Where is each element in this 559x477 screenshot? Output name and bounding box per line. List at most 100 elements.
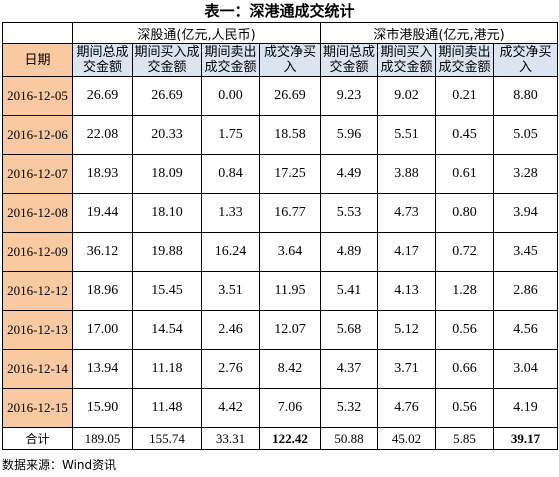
value-cell: 22.08 <box>72 115 133 155</box>
value-cell: 0.00 <box>201 76 260 116</box>
column-header-row: 日期 期间总成交金额 期间买入成交金额 期间卖出成交金额 成交净买入 期间总成交… <box>2 43 559 77</box>
value-cell: 2.86 <box>493 271 559 311</box>
table-row: 2016-12-13 17.00 14.54 2.46 12.07 5.68 5… <box>2 310 559 350</box>
value-cell: 2.46 <box>201 310 260 350</box>
total-value-cell: 33.31 <box>201 427 260 450</box>
value-cell: 9.23 <box>320 76 379 116</box>
value-cell: 19.88 <box>132 232 202 272</box>
column-header-hk-net: 成交净买入 <box>493 43 559 77</box>
value-cell: 4.19 <box>493 388 559 428</box>
value-cell: 3.64 <box>258 232 322 272</box>
column-header-date: 日期 <box>2 43 73 77</box>
data-source-note: 数据来源：Wind资讯 <box>2 458 117 472</box>
value-cell: 4.56 <box>493 310 559 350</box>
value-cell: 0.66 <box>435 349 495 389</box>
value-cell: 2.76 <box>201 349 260 389</box>
value-cell: 20.33 <box>132 115 202 155</box>
value-cell: 3.04 <box>493 349 559 389</box>
value-cell: 1.33 <box>201 193 260 233</box>
total-value-cell: 45.02 <box>377 427 437 450</box>
value-cell: 5.05 <box>493 115 559 155</box>
value-cell: 17.25 <box>258 154 322 194</box>
value-cell: 26.69 <box>72 76 133 116</box>
value-cell: 0.45 <box>435 115 495 155</box>
column-header-sz-sell: 期间卖出成交金额 <box>201 43 260 77</box>
total-value-cell: 50.88 <box>320 427 379 450</box>
value-cell: 16.24 <box>201 232 260 272</box>
value-cell: 4.49 <box>320 154 379 194</box>
table-row: 2016-12-07 18.93 18.09 0.84 17.25 4.49 3… <box>2 154 559 194</box>
stats-table: 深股通(亿元,人民币) 深市港股通(亿元,港元) 日期 期间总成交金额 期间买入… <box>2 22 559 450</box>
group-header-row: 深股通(亿元,人民币) 深市港股通(亿元,港元) <box>2 22 559 44</box>
value-cell: 15.90 <box>72 388 133 428</box>
value-cell: 12.07 <box>258 310 322 350</box>
value-cell: 4.37 <box>320 349 379 389</box>
value-cell: 36.12 <box>72 232 133 272</box>
value-cell: 15.45 <box>132 271 202 311</box>
value-cell: 3.45 <box>493 232 559 272</box>
value-cell: 17.00 <box>72 310 133 350</box>
value-cell: 1.75 <box>201 115 260 155</box>
value-cell: 0.21 <box>435 76 495 116</box>
value-cell: 3.51 <box>201 271 260 311</box>
date-cell: 2016-12-13 <box>2 310 73 350</box>
value-cell: 5.32 <box>320 388 379 428</box>
date-cell: 2016-12-09 <box>2 232 73 272</box>
value-cell: 0.56 <box>435 388 495 428</box>
date-cell: 2016-12-05 <box>2 76 73 116</box>
column-header-hk-total: 期间总成交金额 <box>320 43 379 77</box>
value-cell: 11.18 <box>132 349 202 389</box>
blank-corner <box>2 22 73 44</box>
table-row: 2016-12-12 18.96 15.45 3.51 11.95 5.41 4… <box>2 271 559 311</box>
value-cell: 4.89 <box>320 232 379 272</box>
value-cell: 18.09 <box>132 154 202 194</box>
value-cell: 11.48 <box>132 388 202 428</box>
value-cell: 14.54 <box>132 310 202 350</box>
value-cell: 8.80 <box>493 76 559 116</box>
total-value-cell: 39.17 <box>493 427 559 450</box>
total-value-cell: 122.42 <box>258 427 322 450</box>
value-cell: 16.77 <box>258 193 322 233</box>
total-value-cell: 189.05 <box>72 427 133 450</box>
total-value-cell: 155.74 <box>132 427 202 450</box>
value-cell: 18.96 <box>72 271 133 311</box>
value-cell: 3.88 <box>377 154 437 194</box>
value-cell: 0.61 <box>435 154 495 194</box>
group-hk-connect: 深市港股通(亿元,港元) <box>320 22 559 44</box>
column-header-hk-buy: 期间买入成交金额 <box>377 43 437 77</box>
column-header-sz-total: 期间总成交金额 <box>72 43 133 77</box>
total-value-cell: 5.85 <box>435 427 495 450</box>
value-cell: 9.02 <box>377 76 437 116</box>
table-row: 2016-12-14 13.94 11.18 2.76 8.42 4.37 3.… <box>2 349 559 389</box>
value-cell: 5.12 <box>377 310 437 350</box>
value-cell: 4.13 <box>377 271 437 311</box>
value-cell: 7.06 <box>258 388 322 428</box>
table-row: 2016-12-15 15.90 11.48 4.42 7.06 5.32 4.… <box>2 388 559 428</box>
value-cell: 5.51 <box>377 115 437 155</box>
value-cell: 3.94 <box>493 193 559 233</box>
value-cell: 0.56 <box>435 310 495 350</box>
value-cell: 13.94 <box>72 349 133 389</box>
column-header-sz-buy: 期间买入成交金额 <box>132 43 202 77</box>
value-cell: 0.80 <box>435 193 495 233</box>
value-cell: 11.95 <box>258 271 322 311</box>
value-cell: 18.93 <box>72 154 133 194</box>
value-cell: 4.76 <box>377 388 437 428</box>
value-cell: 26.69 <box>132 76 202 116</box>
value-cell: 0.84 <box>201 154 260 194</box>
column-header-sz-net: 成交净买入 <box>258 43 322 77</box>
value-cell: 1.28 <box>435 271 495 311</box>
value-cell: 18.58 <box>258 115 322 155</box>
value-cell: 4.17 <box>377 232 437 272</box>
value-cell: 3.71 <box>377 349 437 389</box>
table-row: 2016-12-08 19.44 18.10 1.33 16.77 5.53 4… <box>2 193 559 233</box>
value-cell: 8.42 <box>258 349 322 389</box>
table-row: 2016-12-09 36.12 19.88 16.24 3.64 4.89 4… <box>2 232 559 272</box>
date-cell: 2016-12-08 <box>2 193 73 233</box>
value-cell: 0.72 <box>435 232 495 272</box>
value-cell: 5.96 <box>320 115 379 155</box>
value-cell: 4.73 <box>377 193 437 233</box>
value-cell: 4.42 <box>201 388 260 428</box>
value-cell: 19.44 <box>72 193 133 233</box>
date-cell: 2016-12-14 <box>2 349 73 389</box>
